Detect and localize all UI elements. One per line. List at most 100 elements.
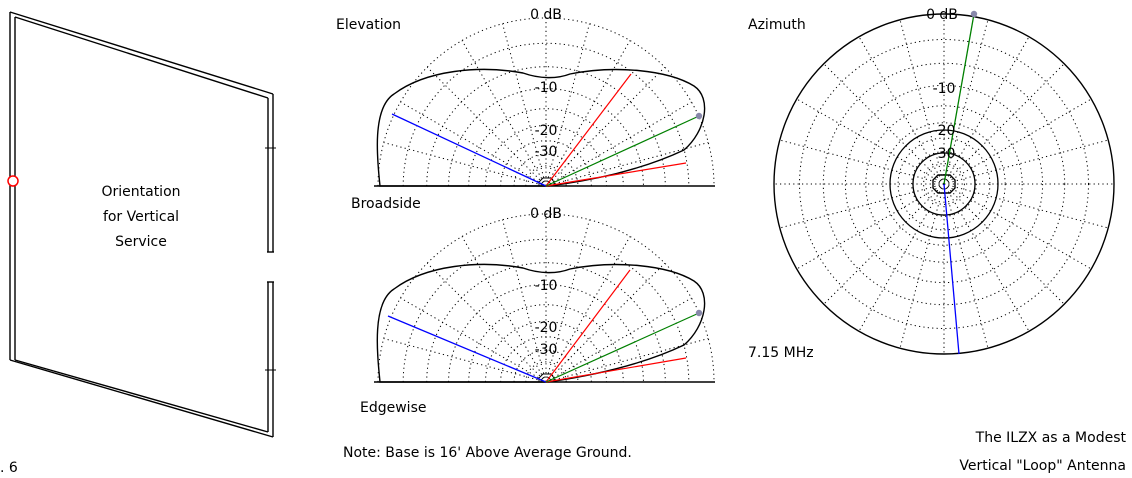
azimuth-frequency: 7.15 MHz: [748, 345, 814, 361]
grid-spoke: [943, 36, 1030, 185]
grid-arc: [513, 349, 579, 383]
elevation-bottom-grid: [377, 213, 715, 383]
grid-spoke: [545, 23, 590, 187]
azimuth-ring-30: -30: [933, 146, 956, 162]
grid-spoke: [943, 183, 1030, 332]
antenna-joints: [265, 147, 276, 371]
gray-dot-max-icon: [695, 112, 703, 120]
grid-spoke: [779, 183, 945, 229]
grid-spoke: [943, 19, 989, 185]
grid-spoke: [545, 142, 709, 187]
grid-spoke: [545, 66, 666, 187]
azimuth-grid: [774, 14, 1114, 354]
orientation-line-3: Service: [115, 234, 167, 250]
elevation-bottom-caption: Edgewise: [360, 400, 426, 416]
azimuth-title: Azimuth: [748, 17, 806, 33]
grid-spoke: [545, 40, 631, 187]
grid-spoke: [426, 262, 547, 383]
elevation-top-title: Elevation: [336, 17, 401, 33]
grid-spoke: [796, 98, 945, 185]
grid-arc: [500, 336, 592, 383]
grid-arc: [448, 284, 644, 383]
grid-spoke: [899, 183, 945, 349]
grid-spoke: [461, 236, 547, 383]
grid-spoke: [858, 183, 945, 332]
antenna-outline: [9, 11, 274, 438]
grid-spoke: [943, 98, 1092, 185]
grid-spoke: [383, 338, 547, 383]
azimuth-pattern-outer: [773, 13, 1115, 355]
grid-ring: [911, 151, 977, 217]
grid-spoke: [545, 297, 692, 383]
elevation-bottom-green-line: [545, 312, 700, 383]
diagram-title-line-2: Vertical "Loop" Antenna: [959, 458, 1126, 474]
elevation-top-zero-db: 0 dB: [530, 7, 562, 23]
grid-spoke: [400, 101, 547, 187]
grid-ring: [882, 122, 1006, 246]
azimuth-inner-ring: [889, 129, 999, 239]
grid-spoke: [943, 183, 989, 349]
gray-dot-max-icon: [695, 309, 703, 317]
grid-spoke: [899, 19, 945, 185]
grid-spoke: [502, 219, 547, 383]
grid-spoke: [943, 183, 1065, 305]
grid-arc: [485, 125, 607, 187]
elevation-plot-bottom: Broadside 0 dB -10 -20 -30 Edgewise: [351, 196, 715, 416]
grid-arc: [525, 165, 567, 187]
elevation-bottom-red-line-2: [545, 357, 687, 383]
grid-ring: [844, 84, 1044, 284]
gray-dot-max-icon: [970, 10, 978, 18]
azimuth-inner-ring-2: [912, 152, 976, 216]
elevation-top-pattern: [376, 68, 706, 187]
grid-spoke: [796, 183, 945, 270]
elevation-bottom-zero-db: 0 dB: [530, 206, 562, 222]
base-note: Note: Base is 16' Above Average Ground.: [343, 445, 632, 461]
grid-arc: [468, 108, 624, 187]
grid-spoke: [461, 40, 547, 187]
grid-spoke: [400, 297, 547, 383]
elevation-top-blue-line: [391, 113, 547, 187]
grid-spoke: [943, 183, 1092, 270]
elevation-top-red-line-1: [545, 73, 632, 187]
elevation-top-ring-30: -30: [535, 144, 558, 160]
grid-spoke: [823, 63, 945, 185]
elevation-bottom-red-line-1: [545, 269, 631, 383]
azimuth-ring-10: -10: [933, 81, 956, 97]
azimuth-green-line: [943, 13, 975, 185]
diagram-title-line-1: The ILZX as a Modest: [975, 430, 1127, 446]
elevation-bottom-blue-line: [387, 315, 547, 383]
figure-number: . 6: [0, 460, 18, 476]
azimuth-blue-line: [943, 183, 960, 355]
elevation-top-red-line-2: [545, 162, 687, 187]
grid-spoke: [545, 101, 692, 187]
elevation-top-ring-10: -10: [535, 80, 558, 96]
grid-arc: [468, 304, 624, 383]
elevation-bottom-ring-20: -20: [535, 320, 558, 336]
grid-spoke: [823, 183, 945, 305]
grid-spoke: [858, 36, 945, 185]
grid-spoke: [779, 139, 945, 185]
azimuth-center-octagon: [932, 174, 956, 194]
elevation-top-green-line: [545, 115, 700, 187]
grid-arc: [485, 321, 607, 383]
grid-spoke: [545, 219, 590, 383]
grid-spoke: [943, 139, 1109, 185]
grid-arc: [525, 361, 567, 383]
grid-spoke: [943, 63, 1065, 185]
azimuth-plot: Azimuth 0 dB -10 -20 -30 7.15 MHz: [748, 7, 1115, 361]
azimuth-zero-db: 0 dB: [926, 7, 958, 23]
grid-spoke: [383, 142, 547, 187]
elevation-plot-top: Elevation 0 dB -10 -20 -30: [336, 7, 715, 187]
elevation-top-ring-20: -20: [535, 123, 558, 139]
grid-spoke: [943, 183, 1109, 229]
elevation-bottom-ring-10: -10: [535, 278, 558, 294]
grid-spoke: [545, 262, 666, 383]
grid-ring: [822, 62, 1066, 306]
elevation-bottom-pattern: [376, 263, 706, 383]
grid-ring: [865, 105, 1023, 263]
grid-spoke: [426, 66, 547, 187]
grid-ring: [897, 137, 991, 231]
elevation-top-grid: [377, 17, 715, 187]
elevation-bottom-ring-30: -30: [535, 342, 558, 358]
grid-spoke: [502, 23, 547, 187]
